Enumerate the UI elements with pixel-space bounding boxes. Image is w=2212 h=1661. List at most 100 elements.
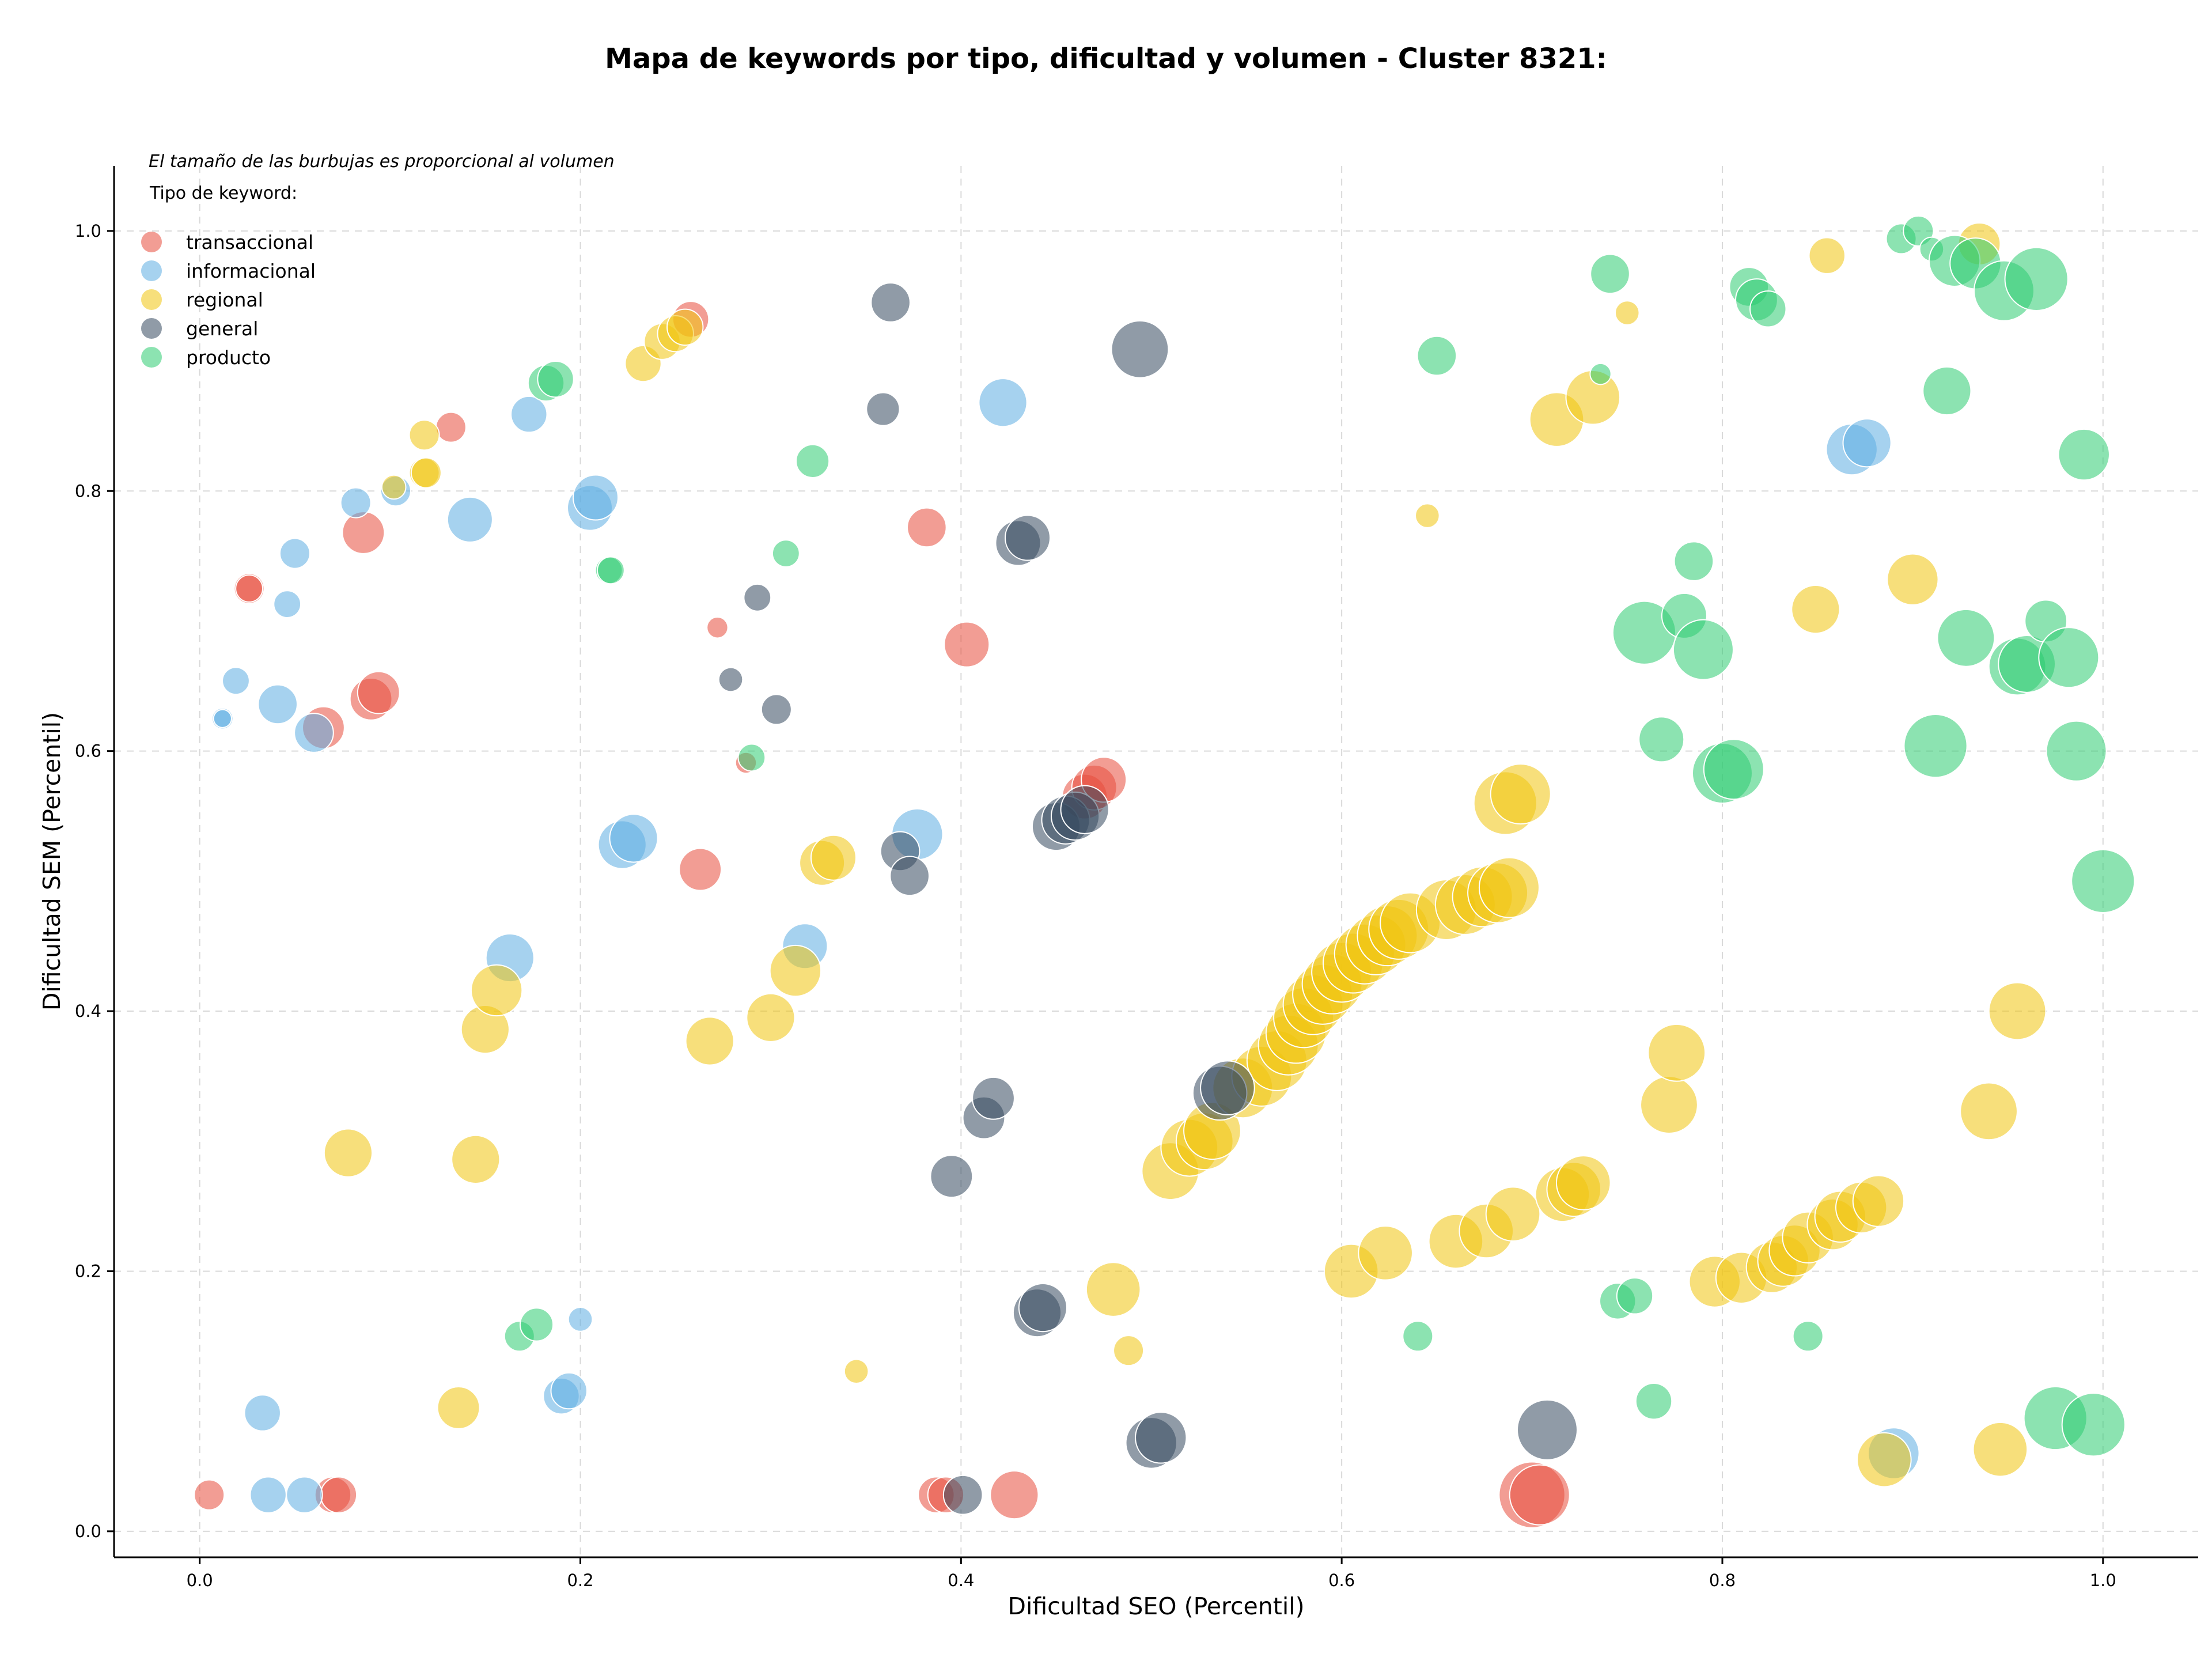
y-tick-label: 0.0	[75, 1522, 101, 1541]
bubble-general	[930, 1155, 974, 1198]
bubble-regional	[1478, 857, 1540, 918]
bubble-transaccional	[342, 511, 385, 554]
bubble-producto	[1638, 716, 1685, 763]
bubble-producto	[1937, 608, 1995, 667]
bubble-general	[760, 694, 792, 725]
bubble-regional	[1972, 1421, 2028, 1477]
bubble-transaccional	[235, 574, 263, 603]
bubble-general	[743, 583, 772, 612]
bubble-informacional	[279, 538, 310, 569]
bubble-regional	[1960, 1082, 2018, 1141]
bubble-transaccional	[706, 616, 729, 639]
bubble-general	[870, 282, 911, 323]
bubble-regional	[1085, 1262, 1141, 1317]
bubble-producto	[1672, 619, 1734, 680]
bubble-informacional	[978, 378, 1028, 427]
x-tick-label: 1.0	[2090, 1571, 2116, 1590]
bubble-regional	[1358, 1225, 1413, 1281]
bubble-producto	[1903, 714, 1968, 778]
bubble-regional	[685, 1016, 734, 1066]
legend-label-transaccional: transaccional	[186, 231, 313, 253]
bubble-producto	[2046, 720, 2107, 782]
bubble-regional	[1647, 1023, 1706, 1082]
bubble-regional	[1415, 503, 1440, 528]
bubble-regional	[769, 944, 822, 997]
bubble-producto	[1792, 1321, 1824, 1352]
bubble-informacional	[286, 1476, 323, 1514]
bubble-regional	[1614, 300, 1640, 326]
bubble-regional	[1852, 1175, 1905, 1227]
legend-marker-regional	[141, 289, 162, 310]
axis-ticks: 0.0 0.2 0.4 0.6 0.8 1.0 0.0 0.2 0.4 0.6 0.8 1.0	[75, 221, 2116, 1590]
chart-title: Mapa de keywords por tipo, dificultad y …	[605, 43, 1607, 75]
bubble-regional	[470, 964, 523, 1017]
bubble-regional	[1555, 1155, 1611, 1210]
bubble-producto	[2004, 247, 2069, 311]
bubble-informacional	[609, 814, 658, 863]
legend-label-regional: regional	[186, 289, 263, 311]
legend-marker-producto	[141, 347, 162, 368]
bubble-informacional	[510, 395, 548, 433]
legend-label-general: general	[186, 317, 258, 340]
x-tick-label: 0.8	[1709, 1571, 1736, 1590]
bubble-regional	[408, 419, 440, 451]
bubble-transaccional	[435, 411, 467, 443]
bubble-regional	[1490, 763, 1551, 825]
bubble-regional	[1988, 982, 2047, 1041]
y-tick-label: 0.6	[75, 741, 101, 761]
bubble-size-note: El tamaño de las burbujas es proporciona…	[149, 152, 615, 172]
bubble-general	[942, 1474, 983, 1515]
bubble-informacional	[257, 684, 298, 725]
bubble-producto	[1416, 335, 1457, 376]
bubble-general	[972, 1076, 1015, 1120]
x-axis-label: Dificultad SEO (Percentil)	[1007, 1592, 1304, 1620]
bubble-general	[1135, 1412, 1187, 1464]
bubble-regional	[1791, 585, 1840, 634]
bubble-transaccional	[990, 1470, 1039, 1520]
x-tick-label: 0.4	[948, 1571, 974, 1590]
bubble-informacional	[446, 496, 493, 543]
bubble-informacional	[550, 1372, 588, 1410]
bubble-producto	[771, 539, 800, 567]
bubble-informacional	[273, 590, 302, 619]
bubble-regional	[810, 834, 857, 881]
bubble-regional	[381, 474, 407, 500]
bubble-producto	[1922, 366, 1972, 416]
bubble-informacional	[567, 1307, 593, 1332]
bubble-transaccional	[194, 1479, 225, 1511]
bubble-producto	[519, 1307, 554, 1342]
bubble-general	[889, 856, 930, 896]
bubble-producto	[737, 743, 766, 772]
bubble-regional	[1887, 553, 1939, 606]
grid	[114, 166, 2198, 1557]
y-tick-label: 0.2	[75, 1261, 101, 1281]
y-tick-label: 0.4	[75, 1001, 101, 1021]
bubble-informacional	[294, 713, 334, 753]
x-tick-label: 0.6	[1328, 1571, 1355, 1590]
bubble-regional	[451, 1134, 501, 1184]
bubble-regional	[1485, 1186, 1541, 1242]
bubble-regional	[843, 1359, 869, 1384]
legend-marker-general	[141, 318, 162, 339]
legend-title: Tipo de keyword:	[149, 183, 297, 203]
bubble-producto	[2038, 627, 2100, 688]
bubble-regional	[1857, 1432, 1912, 1488]
bubble-producto	[1590, 253, 1630, 294]
bubble-producto	[796, 444, 830, 478]
bubble-regional	[410, 457, 442, 489]
bubble-transaccional	[320, 1476, 358, 1514]
bubble-transaccional	[944, 621, 990, 668]
bubble-general	[1018, 1283, 1068, 1333]
legend: El tamaño de las burbujas es proporciona…	[141, 152, 615, 369]
bubble-general	[866, 392, 900, 426]
bubble-transaccional	[907, 507, 947, 548]
bubble-producto	[537, 360, 574, 398]
bubble-producto	[1749, 290, 1787, 328]
bubble-regional	[323, 1128, 373, 1178]
bubble-transaccional	[679, 847, 722, 891]
bubble-producto	[1616, 1277, 1654, 1315]
bubble-general	[1111, 320, 1169, 379]
bubble-transaccional	[357, 671, 400, 714]
bubbles	[194, 215, 2135, 1528]
